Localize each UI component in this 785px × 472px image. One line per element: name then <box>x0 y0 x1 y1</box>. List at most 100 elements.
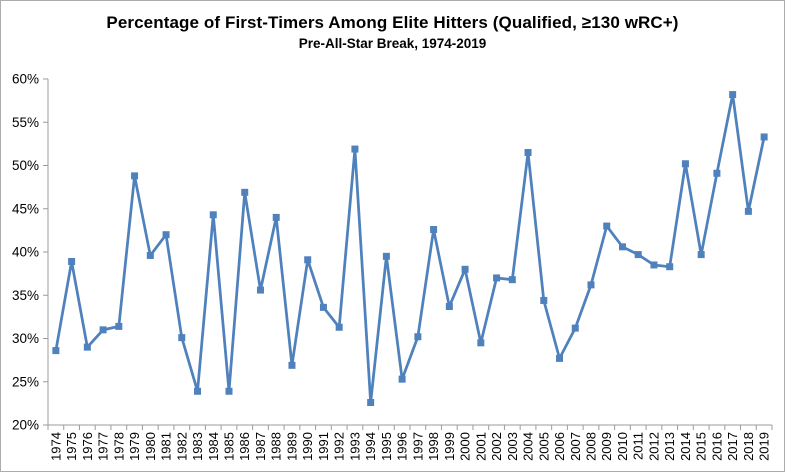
x-tick-label: 1989 <box>284 432 299 461</box>
x-tick-label: 2013 <box>662 432 677 461</box>
data-point-1977 <box>99 326 107 334</box>
x-tick-label: 2014 <box>678 432 693 461</box>
x-tick-label: 2016 <box>709 432 724 461</box>
x-tick-label: 1985 <box>222 432 237 461</box>
data-point-2015 <box>697 251 705 259</box>
x-tick-label: 2003 <box>505 432 520 461</box>
x-tick-label: 2008 <box>584 432 599 461</box>
data-point-2018 <box>744 207 752 215</box>
x-tick-label: 2006 <box>552 432 567 461</box>
x-tick-label: 1986 <box>237 432 252 461</box>
data-point-1983 <box>194 387 202 395</box>
x-tick-label: 1993 <box>347 432 362 461</box>
trend-line <box>54 93 766 404</box>
x-tick-label: 2009 <box>599 432 614 461</box>
y-tick-label: 60% <box>12 72 39 87</box>
data-point-1981 <box>162 231 170 239</box>
data-point-2005 <box>540 296 548 304</box>
data-point-2001 <box>477 339 485 347</box>
x-tick-label: 1977 <box>96 432 111 461</box>
data-point-1975 <box>68 258 76 266</box>
data-point-2011 <box>634 251 642 259</box>
data-point-1990 <box>304 256 312 264</box>
y-tick-label: 55% <box>12 115 39 130</box>
x-tick-label: 2012 <box>646 432 661 461</box>
data-point-1998 <box>430 226 438 234</box>
data-point-1979 <box>131 172 139 180</box>
x-tick-label: 2017 <box>725 432 740 461</box>
x-tick-label: 2001 <box>473 432 488 461</box>
data-point-2012 <box>650 261 658 269</box>
x-tick-label: 2011 <box>631 432 646 460</box>
x-tick-label: 1988 <box>269 432 284 461</box>
data-point-1980 <box>146 251 154 259</box>
y-tick-label: 45% <box>12 201 39 216</box>
x-tick-label: 2018 <box>741 432 756 461</box>
y-tick-label: 25% <box>12 374 39 389</box>
x-tick-label: 1983 <box>190 432 205 461</box>
data-point-1996 <box>398 375 406 383</box>
data-point-2019 <box>760 133 768 141</box>
y-tick-label: 50% <box>12 158 39 173</box>
data-point-2000 <box>461 265 469 273</box>
data-point-1988 <box>272 213 280 221</box>
x-tick-label: 1995 <box>379 432 394 461</box>
x-tick-label: 2015 <box>694 432 709 461</box>
data-point-2010 <box>618 243 626 251</box>
x-tick-label: 1992 <box>332 432 347 461</box>
data-point-1986 <box>241 188 249 196</box>
x-tick-label: 2002 <box>489 432 504 461</box>
x-tick-label: 1984 <box>206 432 221 461</box>
data-point-2007 <box>571 324 579 332</box>
x-tick-label: 1980 <box>143 432 158 461</box>
data-point-1992 <box>335 323 343 331</box>
x-tick-label: 1982 <box>174 432 189 461</box>
x-tick-label: 2007 <box>568 432 583 461</box>
y-tick-label: 35% <box>12 288 39 303</box>
x-tick-label: 2004 <box>521 432 536 461</box>
x-tick-label: 1994 <box>363 432 378 461</box>
data-point-2013 <box>666 263 674 271</box>
x-tick-label: 1975 <box>64 432 79 461</box>
data-point-2006 <box>556 354 564 362</box>
x-tick-label: 2000 <box>458 432 473 461</box>
data-point-1997 <box>414 333 422 341</box>
data-point-2002 <box>493 274 501 282</box>
x-tick-label: 1990 <box>300 432 315 461</box>
x-tick-label: 1991 <box>316 432 331 461</box>
y-tick-label: 40% <box>12 245 39 260</box>
y-tick-label: 30% <box>12 331 39 346</box>
data-point-1982 <box>178 334 186 342</box>
data-point-1987 <box>256 286 264 294</box>
x-tick-label: 1981 <box>159 432 174 461</box>
x-tick-label: 1976 <box>80 432 95 461</box>
x-tick-label: 1974 <box>48 432 63 461</box>
x-tick-label: 1999 <box>442 432 457 461</box>
data-point-2014 <box>681 160 689 168</box>
data-point-2008 <box>587 281 595 289</box>
data-point-1999 <box>445 302 453 310</box>
x-tick-label: 1979 <box>127 432 142 461</box>
data-point-1995 <box>382 252 390 260</box>
x-tick-label: 2010 <box>615 432 630 461</box>
x-tick-label: 1997 <box>410 432 425 461</box>
y-tick-label: 20% <box>12 418 39 433</box>
data-point-1974 <box>52 347 60 355</box>
x-tick-label: 1998 <box>426 432 441 461</box>
data-point-1993 <box>351 145 359 153</box>
data-point-1991 <box>319 303 327 311</box>
data-point-2009 <box>603 222 611 230</box>
data-point-2017 <box>729 91 737 99</box>
data-point-1976 <box>83 343 91 351</box>
x-tick-label: 2019 <box>757 432 772 461</box>
data-point-1994 <box>367 399 375 407</box>
x-tick-label: 1987 <box>253 432 268 461</box>
data-point-1985 <box>225 387 233 395</box>
data-point-1978 <box>115 322 123 330</box>
data-point-1984 <box>209 211 217 219</box>
data-point-2004 <box>524 149 532 157</box>
x-tick-label: 2005 <box>536 432 551 461</box>
x-tick-label: 1996 <box>395 432 410 461</box>
